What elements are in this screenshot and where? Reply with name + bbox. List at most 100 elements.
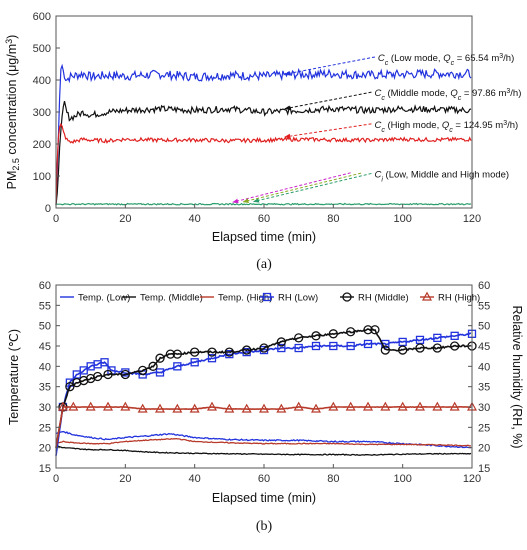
rh-middle-marker — [311, 331, 321, 341]
y-tick-label: 100 — [33, 171, 51, 183]
rh-high-marker — [154, 403, 166, 413]
y-tick-label: 400 — [33, 75, 51, 87]
panel-a-label: (a) — [256, 257, 272, 272]
annotation-part: = 65.54 m — [454, 53, 499, 64]
y2-tick-label: 30 — [478, 402, 490, 414]
annotation-part: c — [458, 95, 462, 102]
annotation-middle-arrow — [284, 91, 372, 111]
series-low-line — [55, 63, 472, 205]
rh-high-marker — [57, 401, 68, 411]
annotation-part: Q — [450, 88, 458, 99]
rh-middle-marker — [432, 343, 442, 353]
rh-middle-marker — [65, 382, 75, 392]
y-tick-label: 40 — [39, 361, 51, 373]
annotation-part: = 124.95 m — [453, 120, 504, 131]
rh-middle-marker — [224, 347, 234, 357]
rh-low-marker — [346, 341, 355, 351]
panel-a-annotations: Cc (Low mode, Qc = 65.54 m3/h)Cc (Middle… — [232, 52, 521, 204]
rh-high-marker — [328, 401, 339, 411]
y-tick-label: 45 — [39, 341, 51, 353]
annotation-high-arrow — [284, 123, 372, 139]
annotation-part: C — [374, 120, 381, 131]
series-high-line — [55, 122, 472, 205]
rh-middle-marker — [138, 365, 148, 376]
rh-middle-marker — [172, 349, 182, 359]
rh-low-marker — [190, 358, 199, 367]
rh-middle-marker — [207, 347, 217, 357]
rh-high-marker — [397, 401, 408, 411]
rh-high-marker — [206, 401, 218, 411]
annotation-ci-arrow — [232, 172, 351, 204]
x-tick-label: 0 — [53, 213, 59, 225]
panel-b-y-axis-title: Temperature (℃) — [7, 329, 21, 425]
y2-tick-label: 60 — [478, 280, 490, 292]
annotation-part: (Low, Middle and High mode) — [383, 169, 509, 180]
legend-label: Temp. (Low) — [78, 293, 130, 304]
annotation-part: i — [381, 176, 383, 183]
y-tick-label: 30 — [39, 402, 51, 414]
legend-label: Temp. (High) — [218, 293, 272, 304]
panel-b-label: (b) — [256, 519, 273, 534]
rh-high-marker — [137, 403, 148, 413]
series-middle-line — [55, 100, 472, 205]
x-tick-label: 0 — [53, 473, 59, 485]
rh-high-marker — [224, 403, 235, 413]
annotation-part: 3 — [506, 88, 510, 95]
annotation-part: 3 — [499, 52, 503, 59]
x-tick-label: 60 — [258, 473, 270, 485]
y-tick-label: 55 — [39, 300, 51, 312]
annotation-part: /h) — [510, 88, 521, 99]
rh-low-marker — [433, 333, 442, 343]
y-tick-label: 300 — [33, 107, 51, 119]
x-tick-label: 40 — [189, 213, 201, 225]
annotation-part: c — [449, 126, 453, 133]
y2-tick-label: 40 — [478, 361, 490, 373]
rh-high-marker — [449, 401, 460, 411]
legend-label: RH (Low) — [278, 293, 318, 304]
y-title-end: ) — [5, 35, 19, 39]
panel-b-y2-axis-title: Relative humidity (RH, %) — [510, 305, 524, 448]
annotation-ci-arrow — [253, 172, 372, 203]
rh-low-marker — [329, 341, 338, 351]
y-title-post: concentration (μg/m — [5, 44, 19, 158]
rh-middle-marker — [103, 369, 113, 380]
annotation-part: (Low mode, — [388, 53, 443, 64]
annotation-part: /h) — [503, 53, 514, 64]
y-tick-label: 35 — [39, 382, 51, 394]
panel-a-y-ticks: 0 100 200 300 400 500 600 — [33, 11, 60, 215]
x-tick-label: 80 — [327, 473, 339, 485]
annotation-middle-text: Cc (Middle mode, Qc = 97.86 m3/h) — [374, 88, 521, 102]
annotation-ci-arrow — [242, 172, 362, 203]
x-tick-label: 20 — [119, 473, 131, 485]
x-tick-label: 40 — [189, 473, 201, 485]
annotation-part: c — [385, 59, 389, 66]
rh-middle-marker — [165, 349, 176, 359]
y2-tick-label: 25 — [478, 422, 490, 434]
x-tick-label: 80 — [327, 213, 339, 225]
rh-middle-marker — [380, 345, 390, 355]
annotation-part: 3 — [503, 119, 507, 126]
y2-tick-label: 20 — [478, 443, 490, 455]
rh-middle-marker — [120, 369, 130, 380]
annotation-part: c — [381, 95, 385, 102]
rh-low-marker — [207, 354, 217, 363]
rh-middle-marker — [450, 341, 460, 351]
annotation-ci-text: Ci (Low, Middle and High mode) — [374, 169, 509, 183]
annotation-part: C — [378, 53, 385, 64]
rh-high-marker — [345, 401, 356, 411]
y2-tick-label: 35 — [478, 382, 490, 394]
rh-low-marker — [173, 362, 182, 371]
panel-a-y-axis-title: PM2.5 concentration (μg/m3) — [4, 35, 21, 190]
annotation-part: (High mode, — [385, 120, 442, 131]
panel-b-y-ticks: 15 20 25 30 35 40 45 50 55 60 — [39, 280, 60, 475]
annotation-part: c — [451, 59, 455, 66]
y-tick-label: 20 — [39, 443, 51, 455]
rh-middle-marker — [242, 345, 252, 355]
rh-high-marker — [414, 401, 426, 411]
rh-middle-marker — [294, 333, 304, 343]
rh-high-marker — [421, 291, 433, 301]
rh-middle-marker — [190, 347, 200, 357]
panel-a-series — [55, 63, 472, 206]
x-tick-label: 100 — [393, 473, 411, 485]
y2-tick-label: 50 — [478, 321, 490, 333]
